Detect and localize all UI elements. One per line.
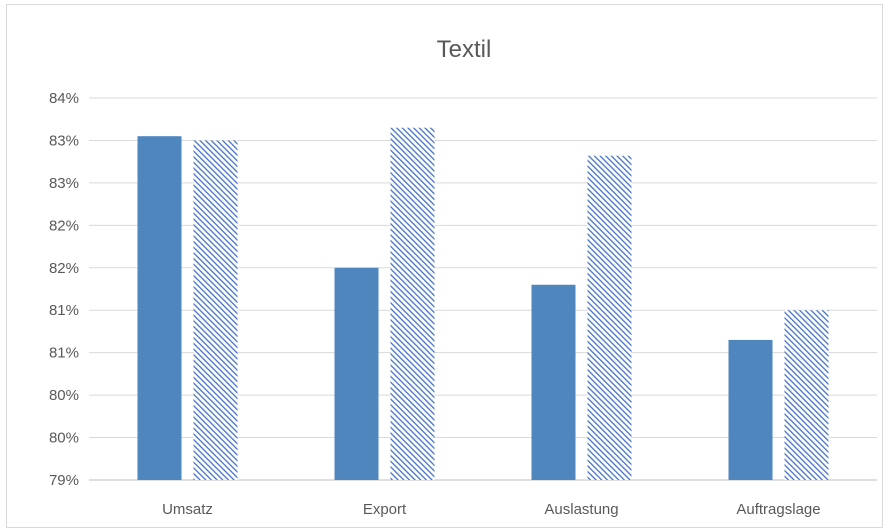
- y-tick-label: 83%: [49, 132, 79, 149]
- y-tick-label: 81%: [49, 345, 79, 362]
- y-tick-label: 79%: [49, 472, 79, 489]
- y-tick-label: 82%: [49, 217, 79, 234]
- bar-auslastung-series-1: [531, 284, 576, 480]
- bar-auftragslage-series-2: [784, 310, 829, 480]
- bar-export-series-1: [334, 267, 379, 480]
- y-tick-label: 81%: [49, 302, 79, 319]
- bar-export-series-2: [390, 127, 435, 480]
- chart-title: Textil: [437, 36, 492, 63]
- bar-umsatz-series-2: [193, 140, 238, 480]
- y-tick-label: 83%: [49, 175, 79, 192]
- y-tick-label: 80%: [49, 387, 79, 404]
- x-category-label: Umsatz: [162, 501, 213, 518]
- y-tick-label: 82%: [49, 260, 79, 277]
- bar-auftragslage-series-1: [728, 339, 773, 480]
- chart-frame: Textil 79% 80% 80% 81% 81% 82% 82% 83% 83% 84% Um…: [6, 4, 883, 528]
- y-axis-tick-labels: 79% 80% 80% 81% 81% 82% 82% 83% 83% 84%: [49, 90, 79, 489]
- bar-auslastung-series-2: [587, 155, 632, 481]
- x-category-label: Auftragslage: [736, 501, 820, 518]
- x-category-label: Export: [363, 501, 407, 518]
- y-tick-label: 84%: [49, 90, 79, 107]
- x-category-label: Auslastung: [544, 501, 618, 518]
- x-axis-category-labels: Umsatz Export Auslastung Auftragslage: [162, 501, 821, 518]
- y-tick-label: 80%: [49, 430, 79, 447]
- bar-umsatz-series-1: [137, 136, 182, 480]
- bar-chart: Textil 79% 80% 80% 81% 81% 82% 82% 83% 83% 84% Um…: [49, 36, 877, 518]
- bars: [137, 127, 829, 481]
